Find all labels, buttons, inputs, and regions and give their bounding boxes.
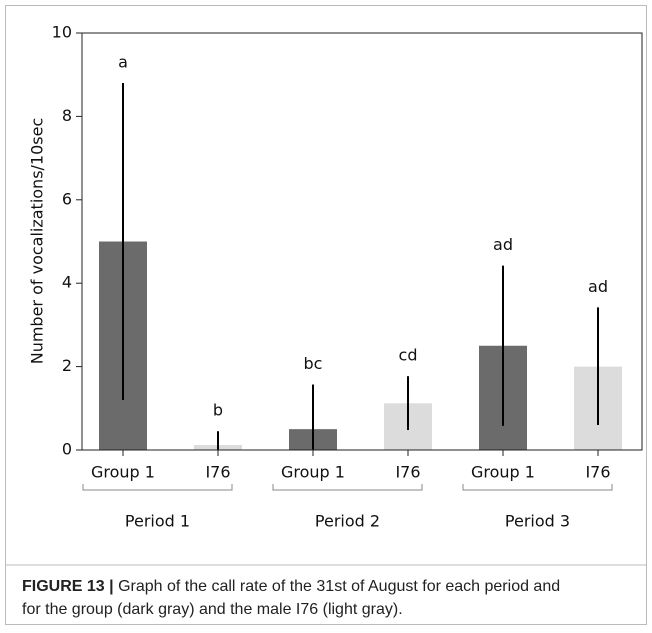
x-tick-label: I76 [585,463,610,482]
y-axis-label: Number of vocalizations/10sec [28,118,47,365]
significance-label: b [213,401,223,420]
group-label: Period 3 [505,512,570,531]
x-tick-label: Group 1 [471,463,535,482]
significance-label: ad [493,235,513,254]
y-tick-label: 4 [62,273,72,292]
plot-frame [81,32,643,451]
significance-label: ad [588,277,608,296]
figure-frame [5,5,647,625]
x-tick-label: Group 1 [281,463,345,482]
y-tick-label: 6 [62,189,72,208]
caption-text: for the group (dark gray) and the male I… [22,601,403,618]
caption-text: Graph of the call rate of the 31st of Au… [118,578,560,595]
caption-label: FIGURE 13 | [22,578,114,595]
significance-label: bc [304,354,323,373]
group-bracket [272,484,423,491]
y-tick-label: 8 [62,106,72,125]
y-tick-label: 0 [62,440,72,459]
group-bracket [82,484,233,491]
y-tick-label: 2 [62,356,72,375]
x-tick-label: Group 1 [91,463,155,482]
group-label: Period 1 [125,512,190,531]
caption-line: FIGURE 13 | Graph of the call rate of th… [22,578,560,595]
significance-label: a [118,53,128,72]
group-label: Period 2 [315,512,380,531]
x-tick-label: I76 [205,463,230,482]
significance-label: cd [399,346,418,365]
x-tick-label: I76 [395,463,420,482]
group-bracket [462,484,613,491]
y-tick-label: 10 [52,23,72,42]
